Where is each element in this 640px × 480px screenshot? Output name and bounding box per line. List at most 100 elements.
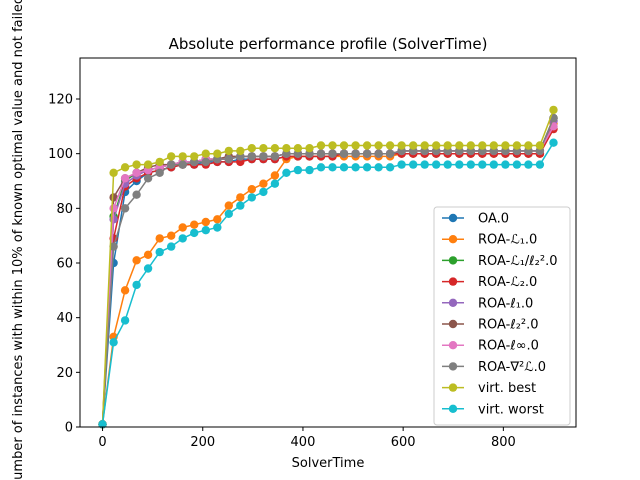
y-tick-label: 20 — [56, 366, 73, 381]
data-point — [201, 226, 210, 235]
data-point — [132, 160, 141, 169]
data-point — [259, 152, 268, 161]
data-point — [489, 160, 498, 169]
data-point — [224, 146, 233, 156]
data-point — [109, 204, 118, 213]
x-tick-label: 200 — [190, 435, 215, 450]
data-point — [259, 144, 268, 153]
data-point — [305, 144, 314, 153]
data-point — [143, 174, 153, 183]
data-point — [549, 138, 558, 147]
data-point — [549, 105, 558, 115]
data-point — [409, 160, 418, 169]
y-tick-label: 60 — [56, 257, 73, 272]
data-point — [524, 141, 533, 150]
legend-label: ROA-ℓ₁.0 — [478, 296, 533, 311]
legend-swatch-marker — [448, 383, 458, 392]
data-point — [120, 163, 130, 172]
data-point — [397, 141, 406, 150]
y-tick-label: 120 — [48, 93, 73, 108]
data-point — [316, 163, 326, 172]
data-point — [466, 160, 475, 169]
data-point — [339, 141, 349, 150]
data-point — [385, 163, 395, 172]
data-point — [178, 223, 187, 232]
data-point — [432, 141, 441, 150]
data-point — [109, 338, 118, 347]
data-point — [270, 152, 280, 161]
x-tick-label: 800 — [491, 435, 516, 450]
legend-label: ROA-ℓ∞.0 — [478, 339, 539, 354]
data-point — [328, 163, 337, 172]
data-point — [316, 141, 326, 150]
data-point — [155, 247, 164, 257]
data-point — [328, 141, 337, 150]
data-point — [455, 141, 464, 150]
data-point — [109, 242, 118, 251]
data-point — [143, 250, 153, 259]
data-point — [478, 160, 487, 169]
data-point — [155, 157, 164, 167]
data-point — [190, 152, 199, 161]
data-point — [120, 174, 130, 183]
data-point — [270, 171, 280, 180]
data-point — [455, 160, 464, 169]
plot-frame — [79, 57, 577, 428]
data-point — [489, 141, 498, 150]
legend-label: ROA-ℓ₂².0 — [478, 318, 539, 333]
data-point — [213, 149, 222, 158]
data-point — [109, 193, 118, 202]
data-point — [190, 220, 199, 229]
data-point — [201, 217, 210, 227]
data-point — [432, 160, 441, 169]
chart-title: Absolute performance profile (SolverTime… — [169, 35, 488, 53]
data-point — [155, 168, 164, 177]
y-axis-label: number of instances with within 10% of k… — [11, 0, 26, 480]
legend-item: ROA-ℒ₁/ℓ₂².0 — [442, 254, 558, 269]
legend-swatch-marker — [448, 298, 458, 307]
data-point — [120, 204, 130, 213]
data-point — [259, 187, 268, 197]
data-point — [132, 168, 141, 177]
data-point — [247, 152, 256, 161]
data-point — [501, 160, 510, 169]
data-point — [167, 231, 176, 240]
series-line-9 — [101, 142, 555, 425]
legend-swatch-marker — [448, 213, 458, 223]
data-point — [120, 286, 130, 295]
legend-item: ROA-∇²ℒ.0 — [442, 360, 546, 375]
series-lines — [98, 105, 558, 429]
legend-swatch-marker — [448, 235, 458, 244]
series-line-3 — [101, 128, 555, 425]
data-point — [397, 160, 406, 169]
data-point — [524, 160, 533, 169]
data-point — [98, 420, 107, 429]
legend-item: ROA-ℒ₁.0 — [442, 233, 537, 248]
data-point — [351, 141, 360, 150]
data-point — [224, 154, 233, 164]
data-point — [339, 149, 349, 158]
x-tick-label: 0 — [98, 435, 106, 450]
data-point — [293, 144, 303, 153]
data-point — [535, 141, 545, 150]
data-point — [420, 141, 429, 150]
data-point — [224, 201, 233, 210]
legend-item: ROA-ℒ₂.0 — [442, 275, 537, 290]
data-point — [328, 149, 337, 158]
data-point — [270, 144, 280, 153]
data-point — [247, 144, 256, 153]
data-point — [247, 193, 256, 202]
data-point — [443, 160, 452, 169]
data-point — [236, 193, 245, 202]
data-point — [420, 160, 429, 169]
x-tick-label: 600 — [391, 435, 416, 450]
data-point — [478, 141, 487, 150]
legend-item: virt. best — [442, 381, 536, 396]
y-tick-label: 0 — [65, 421, 73, 436]
series-line-8 — [101, 109, 555, 425]
y-tick-label: 40 — [56, 311, 73, 326]
legend-item: virt. worst — [442, 402, 544, 417]
data-point — [109, 168, 118, 177]
data-point — [167, 160, 176, 169]
data-point — [443, 141, 452, 150]
